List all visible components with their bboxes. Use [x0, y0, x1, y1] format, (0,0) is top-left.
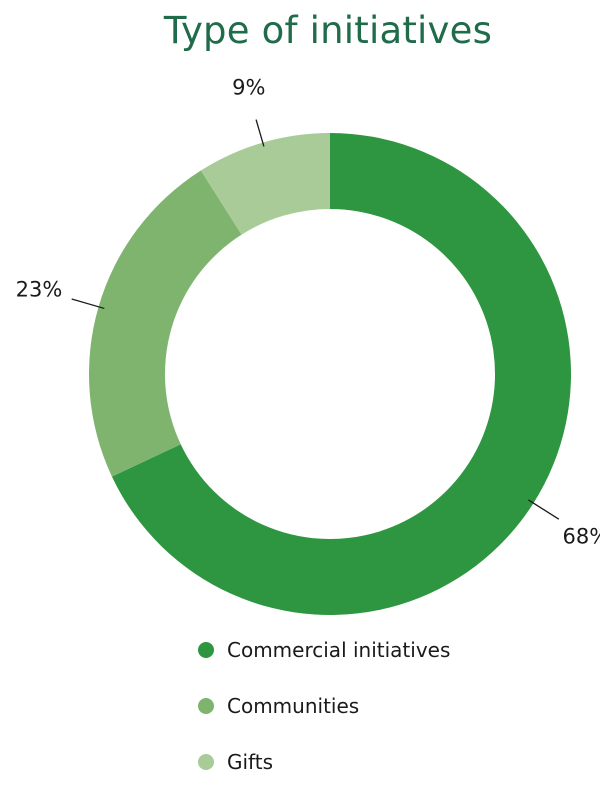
data-label: 23%: [16, 277, 63, 301]
leader-line: [71, 298, 105, 310]
chart-legend: Commercial initiatives Communities Gifts: [198, 622, 450, 790]
legend-swatch: [198, 754, 214, 770]
chart-title: Type of initiatives: [163, 9, 493, 52]
legend-swatch: [198, 698, 214, 714]
donut-chart: 68% 23% 9%: [16, 76, 600, 615]
legend-item: Gifts: [198, 734, 450, 790]
legend-item: Communities: [198, 678, 450, 734]
leader-line: [255, 119, 265, 147]
legend-label: Communities: [227, 694, 360, 718]
legend-item: Commercial initiatives: [198, 622, 450, 678]
legend-swatch: [198, 642, 214, 658]
donut-slice-commercial-initiatives: [111, 133, 572, 615]
legend-label: Gifts: [227, 750, 274, 774]
data-label: 68%: [562, 524, 600, 548]
leader-line: [528, 499, 560, 520]
donut-slice-communities: [88, 170, 242, 477]
data-label: 9%: [232, 76, 265, 100]
legend-label: Commercial initiatives: [227, 638, 451, 662]
donut-slice-gifts: [200, 133, 330, 235]
